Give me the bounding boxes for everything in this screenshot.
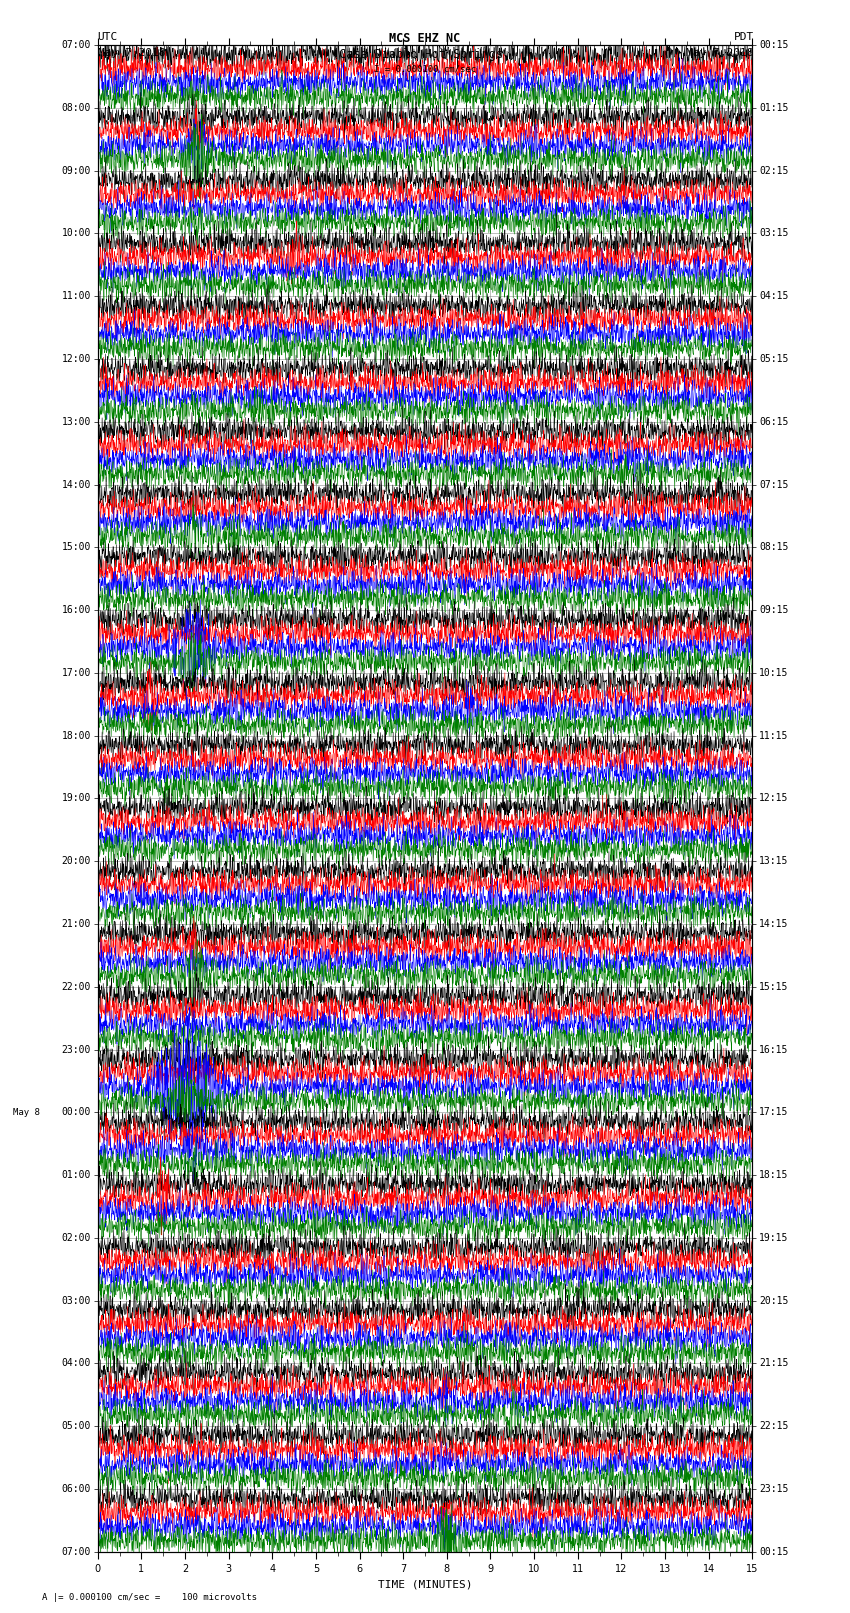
Text: UTC: UTC bbox=[98, 32, 118, 42]
Text: I = 0.000100 cm/sec: I = 0.000100 cm/sec bbox=[374, 65, 476, 74]
Text: May 7,2018: May 7,2018 bbox=[687, 48, 754, 58]
Text: (Casa Diablo Hot Springs ): (Casa Diablo Hot Springs ) bbox=[332, 48, 518, 61]
Text: MCS EHZ NC: MCS EHZ NC bbox=[389, 32, 461, 45]
Text: May 8: May 8 bbox=[13, 1108, 39, 1116]
Text: PDT: PDT bbox=[734, 32, 754, 42]
Text: May 7,2018: May 7,2018 bbox=[98, 48, 165, 58]
X-axis label: TIME (MINUTES): TIME (MINUTES) bbox=[377, 1579, 473, 1589]
Text: A |= 0.000100 cm/sec =    100 microvolts: A |= 0.000100 cm/sec = 100 microvolts bbox=[42, 1592, 258, 1602]
